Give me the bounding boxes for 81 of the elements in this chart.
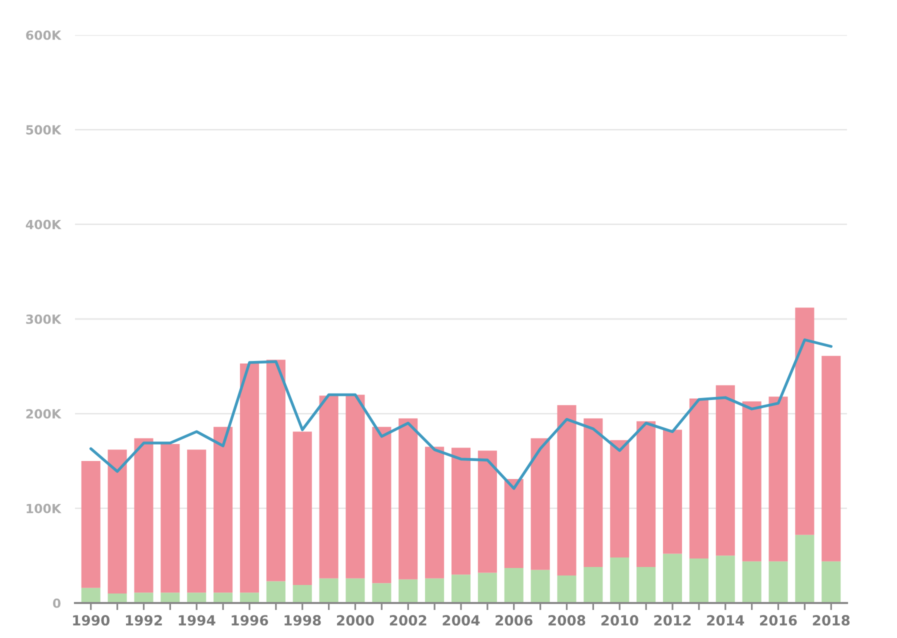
y-tick-label: 0 — [53, 598, 61, 608]
bar — [530, 438, 550, 570]
x-tick-label: 2018 — [812, 615, 850, 626]
bar — [372, 426, 392, 584]
x-tick-label: 2008 — [548, 615, 586, 626]
bar — [108, 594, 127, 603]
bar — [768, 396, 788, 562]
bar — [557, 576, 576, 603]
bar — [689, 398, 708, 559]
x-tick-label: 2010 — [601, 615, 638, 626]
bar — [134, 438, 154, 593]
x-tick-label: 1994 — [178, 615, 216, 626]
bar — [716, 556, 735, 603]
bar — [504, 568, 524, 603]
bar — [319, 578, 338, 603]
bar — [81, 588, 100, 603]
y-tick-label: 400K — [26, 220, 62, 230]
bar — [584, 418, 603, 568]
bar — [398, 579, 418, 603]
bar — [160, 592, 180, 603]
x-tick-label: 1992 — [126, 615, 162, 626]
bar — [266, 360, 286, 582]
bar — [372, 583, 392, 603]
bar — [160, 444, 180, 593]
x-tick-label: 1990 — [73, 615, 110, 626]
bar — [346, 394, 365, 578]
bar — [81, 461, 100, 588]
bar — [451, 448, 471, 575]
bar — [108, 450, 127, 594]
bar — [292, 432, 312, 586]
bar — [557, 405, 576, 576]
x-tick-label: 2002 — [390, 615, 426, 626]
x-tick-label: 1998 — [284, 615, 321, 626]
bar — [822, 561, 841, 603]
bar — [584, 567, 603, 603]
bar — [662, 554, 682, 603]
bar — [795, 534, 814, 603]
bar — [795, 308, 814, 535]
bar — [187, 592, 206, 603]
bar — [398, 418, 418, 580]
bar — [689, 558, 708, 603]
bar — [478, 572, 497, 603]
bar — [504, 478, 524, 568]
x-tick-label: 2014 — [707, 615, 744, 626]
x-tick-label: 2012 — [654, 615, 691, 626]
bar — [478, 450, 497, 573]
bar — [240, 363, 260, 593]
bar — [214, 426, 233, 593]
bar — [425, 446, 444, 578]
x-tick-label: 2016 — [760, 615, 797, 626]
x-tick-label: 2006 — [496, 615, 532, 626]
line-series — [89, 338, 833, 490]
x-tick-label: 1996 — [232, 615, 268, 626]
y-tick-label: 600K — [26, 30, 62, 40]
bar — [214, 592, 233, 603]
bar — [319, 396, 338, 578]
bar — [636, 421, 656, 568]
bar — [451, 574, 471, 603]
bar — [425, 578, 444, 603]
bar — [187, 450, 206, 593]
bar — [662, 430, 682, 554]
bar — [636, 567, 656, 603]
y-tick-label: 100K — [26, 504, 62, 514]
bar — [768, 561, 788, 603]
bar — [610, 440, 630, 558]
bar — [610, 558, 630, 603]
bar — [822, 356, 841, 562]
bar — [292, 585, 312, 603]
x-tick-label: 2004 — [442, 615, 480, 626]
bar — [240, 592, 260, 603]
bar — [266, 581, 286, 603]
bar — [742, 401, 762, 562]
x-tick-label: 2000 — [337, 615, 374, 626]
bar — [742, 561, 762, 603]
bar — [716, 385, 735, 556]
bar — [530, 570, 550, 603]
bar — [346, 578, 365, 603]
y-tick-label: 500K — [26, 125, 62, 135]
bar — [134, 592, 154, 603]
y-tick-label: 200K — [26, 409, 62, 419]
y-tick-label: 300K — [26, 314, 62, 324]
